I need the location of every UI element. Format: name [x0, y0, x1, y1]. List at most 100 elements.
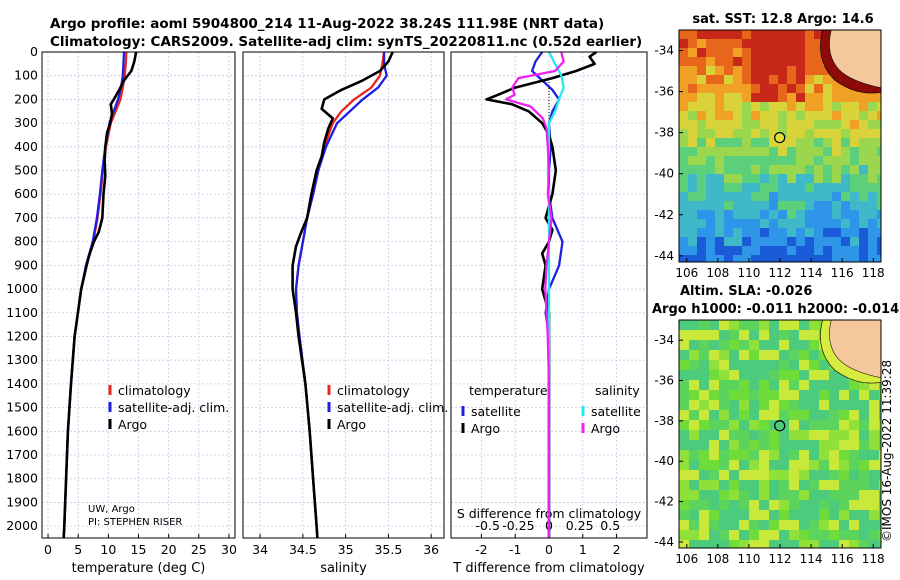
- map-cell: [719, 350, 729, 360]
- x-tick-label: 30: [221, 542, 237, 557]
- map-cell: [799, 470, 809, 480]
- map-cell: [829, 430, 839, 440]
- map-cell: [697, 192, 706, 201]
- map-cell: [742, 84, 751, 93]
- map-cell: [689, 430, 699, 440]
- map-cell: [779, 390, 789, 400]
- map-cell: [850, 246, 859, 255]
- map-cell: [796, 192, 805, 201]
- map-cell: [688, 30, 697, 39]
- map-cell: [760, 237, 769, 246]
- map-cell: [850, 93, 859, 102]
- map-cell: [850, 201, 859, 210]
- map-cell: [769, 480, 779, 490]
- map-cell: [759, 420, 769, 430]
- map-cell: [679, 460, 689, 470]
- map-cell: [733, 93, 742, 102]
- map-cell: [733, 183, 742, 192]
- map-cell: [778, 183, 787, 192]
- map-cell: [739, 480, 749, 490]
- map-cell: [850, 219, 859, 228]
- series-line-climatology: [62, 51, 128, 539]
- map-cell: [751, 93, 760, 102]
- map-cell: [769, 156, 778, 165]
- map-cell: [679, 350, 689, 360]
- map-cell: [841, 102, 850, 111]
- map-cell: [868, 183, 877, 192]
- map-cell: [779, 540, 789, 548]
- map-cell: [739, 340, 749, 350]
- map-cell: [679, 420, 689, 430]
- map-cell: [819, 390, 829, 400]
- map-cell: [877, 165, 881, 174]
- x-tick-label: 25: [191, 542, 207, 557]
- map-cell: [796, 39, 805, 48]
- map-cell: [709, 380, 719, 390]
- map-cell: [868, 102, 877, 111]
- lon-tick-label: 114: [800, 552, 823, 566]
- depth-tick-label: 1300: [6, 352, 38, 367]
- map-cell: [823, 174, 832, 183]
- map-cell: [829, 480, 839, 490]
- map-cell: [829, 390, 839, 400]
- map-cell: [739, 470, 749, 480]
- map-cell: [814, 75, 823, 84]
- map-cell: [733, 237, 742, 246]
- map-cell: [760, 84, 769, 93]
- map-cell: [689, 480, 699, 490]
- x-tick-label: 0: [545, 542, 553, 557]
- map-cell: [699, 450, 709, 460]
- map-cell: [789, 510, 799, 520]
- map-cell: [760, 75, 769, 84]
- map-cell: [789, 440, 799, 450]
- map-cell: [779, 450, 789, 460]
- map-cell: [789, 410, 799, 420]
- map-cell: [715, 165, 724, 174]
- map-cell: [841, 93, 850, 102]
- map-cell: [779, 350, 789, 360]
- map-cell: [742, 48, 751, 57]
- map-cell: [759, 530, 769, 540]
- map-cell: [787, 201, 796, 210]
- map-cell: [805, 75, 814, 84]
- map-cell: [778, 237, 787, 246]
- map-cell: [819, 410, 829, 420]
- map-cell: [829, 530, 839, 540]
- map-cell: [751, 156, 760, 165]
- map-cell: [697, 57, 706, 66]
- map-cell: [805, 192, 814, 201]
- map-cell: [823, 129, 832, 138]
- map-cell: [787, 66, 796, 75]
- series-line-satellite-adj-clim-: [62, 51, 126, 539]
- map-cell: [751, 255, 760, 262]
- map-cell: [715, 147, 724, 156]
- map-cell: [819, 520, 829, 530]
- lat-tick-label: -42: [654, 208, 674, 222]
- map-cell: [769, 210, 778, 219]
- map-cell: [859, 440, 869, 450]
- legend-label: climatology: [337, 383, 410, 398]
- map-cell: [789, 480, 799, 490]
- map-cell: [742, 39, 751, 48]
- depth-tick-label: 700: [14, 210, 38, 225]
- map-cell: [779, 410, 789, 420]
- map-cell: [759, 390, 769, 400]
- map-cell: [769, 320, 779, 330]
- map-cell: [724, 30, 733, 39]
- map-cell: [769, 255, 778, 262]
- map-cell: [859, 102, 868, 111]
- lat-tick-label: -36: [654, 374, 674, 388]
- map-cell: [733, 84, 742, 93]
- map-cell: [789, 460, 799, 470]
- map-cell: [706, 183, 715, 192]
- lat-tick-label: -42: [654, 495, 674, 509]
- map-cell: [805, 147, 814, 156]
- map-cell: [706, 75, 715, 84]
- map-cell: [689, 510, 699, 520]
- map-cell: [706, 210, 715, 219]
- map-cell: [688, 246, 697, 255]
- map-cell: [719, 470, 729, 480]
- map-cell: [699, 380, 709, 390]
- map-cell: [869, 440, 879, 450]
- map-cell: [849, 500, 859, 510]
